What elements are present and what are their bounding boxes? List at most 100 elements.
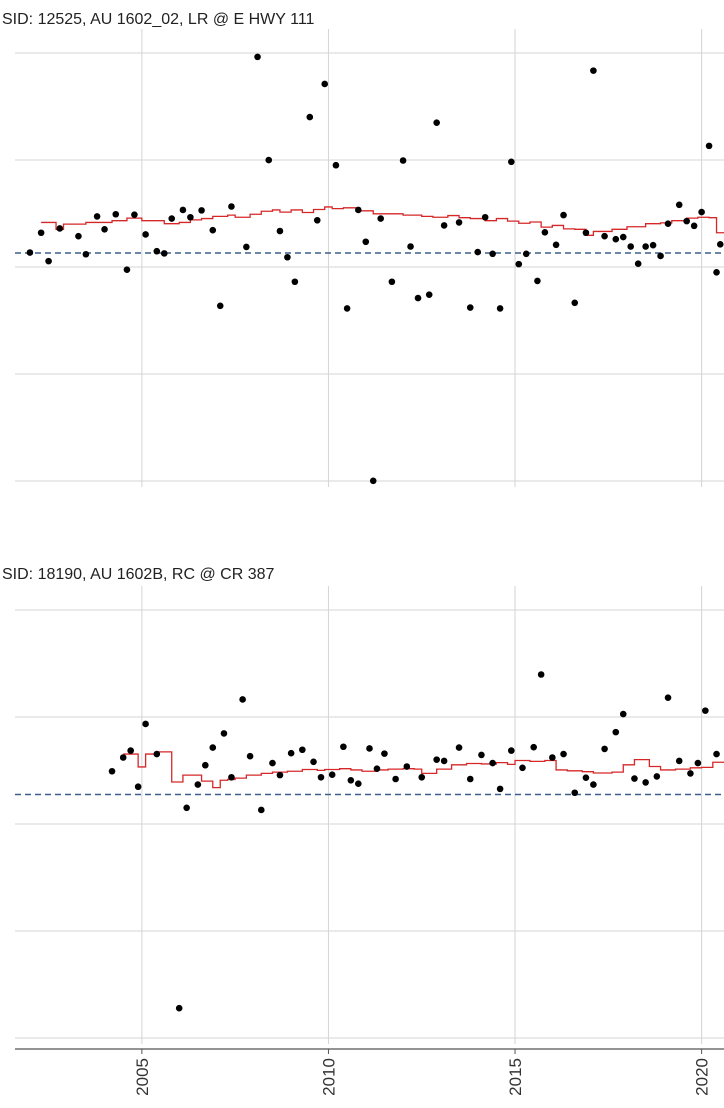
data-point <box>209 226 217 234</box>
data-point <box>612 728 620 736</box>
data-point <box>287 749 295 757</box>
x-tick-label: 2010 <box>319 1058 338 1096</box>
data-point <box>160 250 168 257</box>
data-point <box>474 248 482 256</box>
x-tick-label: 2005 <box>133 1058 152 1096</box>
data-point <box>269 759 276 767</box>
data-point <box>634 260 642 268</box>
data-point <box>168 215 176 222</box>
data-point <box>228 773 235 781</box>
data-point <box>209 744 217 751</box>
chart-2-x-tick-labels: 2005 2010 2015 2020 <box>133 1058 712 1096</box>
data-point <box>537 671 545 678</box>
data-point <box>590 67 597 74</box>
data-point <box>265 156 273 164</box>
data-point <box>478 751 485 759</box>
data-point <box>310 758 317 766</box>
data-point <box>414 294 422 302</box>
data-point <box>321 80 329 88</box>
data-point <box>246 752 254 760</box>
data-point <box>522 250 530 258</box>
data-point <box>317 773 325 781</box>
data-point <box>687 770 694 777</box>
data-point <box>694 759 702 767</box>
data-point <box>519 764 526 772</box>
data-point <box>56 225 64 232</box>
data-point <box>433 119 440 126</box>
data-point <box>93 213 101 220</box>
data-point <box>187 213 194 221</box>
data-point <box>705 142 713 150</box>
data-point <box>355 206 362 214</box>
data-point <box>142 231 149 238</box>
data-point <box>101 226 108 233</box>
data-point <box>328 771 336 778</box>
data-point <box>713 750 720 758</box>
data-point <box>179 206 187 214</box>
data-point <box>489 759 496 767</box>
data-point <box>582 229 590 237</box>
data-point <box>366 745 373 752</box>
data-point <box>313 216 321 224</box>
data-point <box>455 219 463 226</box>
data-point <box>119 754 127 761</box>
data-point <box>675 201 683 209</box>
data-point <box>291 278 299 286</box>
chart-1-trend-group <box>41 206 724 236</box>
data-point <box>228 203 235 210</box>
data-point <box>220 730 228 737</box>
data-point <box>123 266 131 274</box>
data-point <box>381 750 388 757</box>
data-point <box>332 161 340 169</box>
data-point <box>716 241 724 248</box>
data-point <box>657 252 664 260</box>
data-point <box>142 720 149 728</box>
data-point <box>534 277 541 285</box>
data-point <box>183 804 190 812</box>
data-point <box>515 260 523 268</box>
data-point <box>627 243 635 250</box>
data-point <box>560 211 567 219</box>
data-point <box>202 761 209 769</box>
data-point <box>388 278 396 286</box>
chart-1-title: SID: 12525, AU 1602_02, LR @ E HWY 111 <box>2 11 315 28</box>
data-point <box>433 756 440 763</box>
data-point <box>530 743 537 751</box>
data-point <box>112 210 120 218</box>
chart-2-points <box>108 671 720 1012</box>
data-point <box>243 243 250 251</box>
data-point <box>440 222 448 229</box>
data-point <box>340 743 347 751</box>
data-point <box>571 299 579 307</box>
x-tick-label: 2020 <box>693 1058 712 1096</box>
data-point <box>82 250 90 258</box>
data-point <box>131 211 138 218</box>
data-point <box>601 232 608 240</box>
x-tick-label: 2015 <box>506 1058 525 1096</box>
chart-2-gridlines <box>15 586 724 1044</box>
data-point <box>713 269 720 276</box>
data-point <box>257 806 265 814</box>
data-point <box>254 53 261 61</box>
data-point <box>355 780 362 788</box>
data-point <box>702 707 709 714</box>
data-point <box>134 783 142 791</box>
data-point <box>369 477 377 485</box>
data-point <box>612 235 620 243</box>
data-point <box>619 710 627 718</box>
data-point <box>440 757 448 765</box>
data-point <box>26 249 34 256</box>
data-point <box>403 763 411 770</box>
data-point <box>418 773 426 781</box>
data-point <box>127 747 134 754</box>
chart-panel-1: SID: 12525, AU 1602_02, LR @ E HWY 111 <box>2 11 724 487</box>
trend-line <box>41 206 724 236</box>
data-point <box>466 304 474 311</box>
data-point <box>466 775 474 783</box>
chart-1-points <box>26 53 724 485</box>
data-point <box>153 750 161 758</box>
data-point <box>642 779 649 786</box>
data-point <box>631 775 638 782</box>
data-point <box>75 232 82 240</box>
